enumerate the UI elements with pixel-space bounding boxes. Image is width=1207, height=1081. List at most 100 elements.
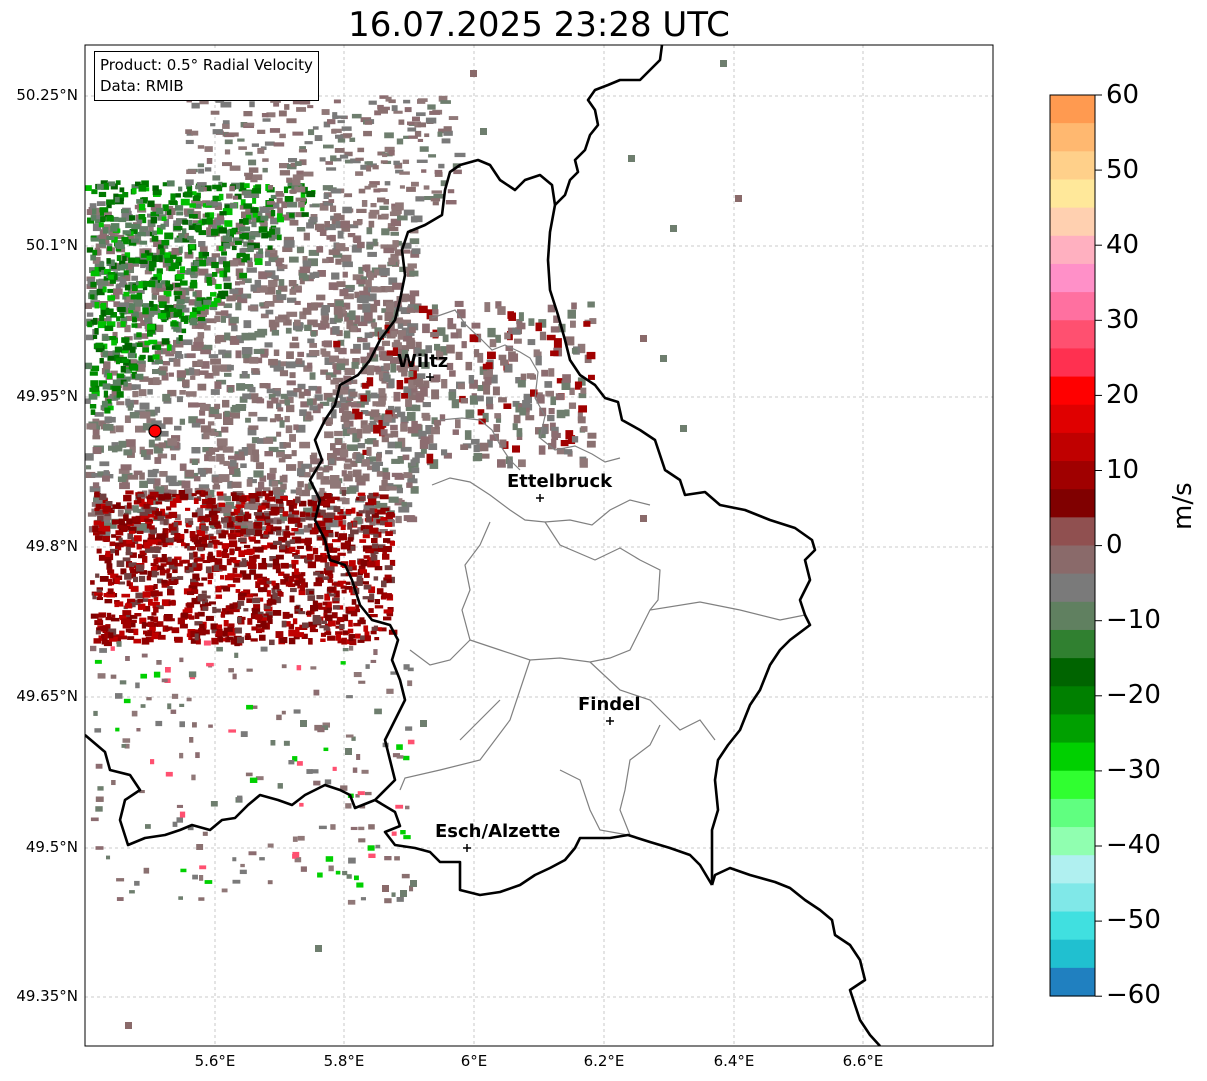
radar-echo-pixel [207,497,216,505]
radar-echo-pixel [258,546,264,553]
radar-echo-pixel [122,192,129,198]
radar-echo-pixel [351,246,362,253]
radar-echo-pixel [181,480,191,489]
radar-echo-pixel [348,572,358,577]
radar-echo-pixel [368,393,380,399]
colorbar-segment [1050,207,1095,237]
radar-echo-pixel [177,480,186,486]
radar-echo-pixel [306,553,314,560]
radar-echo-pixel [568,402,577,409]
radar-echo-pixel [193,539,202,545]
radar-echo-pixel [208,456,216,462]
radar-echo-pixel [139,501,147,507]
radar-echo-pixel [122,255,127,262]
radar-echo-pixel [383,616,392,621]
radar-echo-pixel [272,558,280,566]
radar-echo-pixel [320,479,331,485]
radar-echo-pixel [325,372,337,378]
radar-echo-pixel [276,519,282,525]
radar-echo-pixel [104,416,112,424]
radar-echo-pixel [326,235,334,240]
radar-echo-pixel [541,369,549,377]
radar-echo-pixel [396,755,404,759]
colorbar-segment [1050,911,1095,941]
radar-echo-pixel [349,224,359,229]
radar-echo-pixel [116,391,124,398]
radar-echo-pixel [211,637,219,645]
radar-echo-pixel [188,520,194,525]
radar-echo-pixel [339,487,347,492]
radar-echo-pixel [233,195,239,200]
radar-echo-pixel [129,890,135,894]
radar-echo-pixel [246,479,253,487]
radar-echo-pixel [153,558,159,565]
radar-echo-pixel [215,430,222,437]
radar-echo-pixel [147,469,158,478]
radar-echo-pixel [210,801,218,807]
radar-echo-pixel [136,289,145,294]
colorbar-segment [1050,629,1095,659]
radar-echo-pixel [373,188,381,193]
radar-echo-pixel [185,129,192,134]
radar-echo-pixel [155,486,165,493]
radar-echo-pixel [424,196,435,201]
radar-echo-pixel [216,628,223,636]
radar-echo-pixel [290,489,300,494]
radar-echo-pixel [308,610,315,615]
radar-echo-pixel [156,207,164,215]
radar-echo-pixel [247,427,257,436]
radar-echo-pixel [536,394,545,404]
radar-echo-pixel [350,545,355,551]
radar-echo-pixel [263,563,273,568]
radar-echo-pixel [245,772,253,777]
radar-echo-pixel [223,417,234,426]
radar-echo-pixel [377,315,383,321]
radar-echo-pixel [97,321,107,329]
radar-echo-pixel [345,581,351,585]
radar-echo-pixel [369,365,380,372]
radar-echo-pixel [86,209,93,215]
radar-echo-pixel [340,573,349,577]
colorbar-segment [1050,263,1095,293]
radar-echo-pixel [155,720,163,727]
radar-echo-pixel [253,604,261,609]
radar-echo-pixel [340,524,346,531]
radar-echo-pixel [384,311,392,322]
radar-echo-pixel [196,418,205,425]
radar-echo-pixel [229,185,235,192]
radar-echo-pixel [377,104,384,110]
radar-echo-pixel [370,630,377,635]
radar-echo-pixel [194,557,204,562]
radar-echo-pixel [232,879,241,884]
radar-echo-pixel [239,234,245,239]
radar-echo-pixel [335,438,342,446]
radar-echo-pixel [253,529,263,537]
radar-echo-pixel [124,284,131,291]
radar-echo-pixel [286,464,297,471]
radar-echo-pixel [388,150,395,156]
radar-echo-pixel [269,228,275,235]
radar-echo-pixel [104,599,113,604]
radar-echo-pixel [369,347,377,356]
radar-echo-pixel [170,321,179,327]
radar-echo-pixel [395,515,402,524]
colorbar-segment [1050,123,1095,152]
radar-echo-pixel [518,404,526,410]
radar-echo-pixel [125,376,131,382]
radar-echo-pixel [356,453,362,462]
radar-echo-pixel [212,195,221,202]
radar-echo-pixel [334,430,343,437]
radar-echo-pixel [137,599,144,603]
radar-echo-pixel [283,531,291,538]
radar-echo-pixel [207,542,213,548]
radar-echo-pixel [390,363,397,373]
radar-echo-pixel [98,191,107,198]
radar-echo-pixel [119,278,127,286]
radar-echo-pixel [547,415,555,422]
colorbar-segment [1050,461,1095,490]
radar-echo-pixel [122,621,132,629]
radar-echo-pixel [530,389,538,397]
radar-echo-pixel [154,406,161,413]
radar-echo-pixel [443,452,452,459]
radar-echo-pixel [373,492,379,497]
